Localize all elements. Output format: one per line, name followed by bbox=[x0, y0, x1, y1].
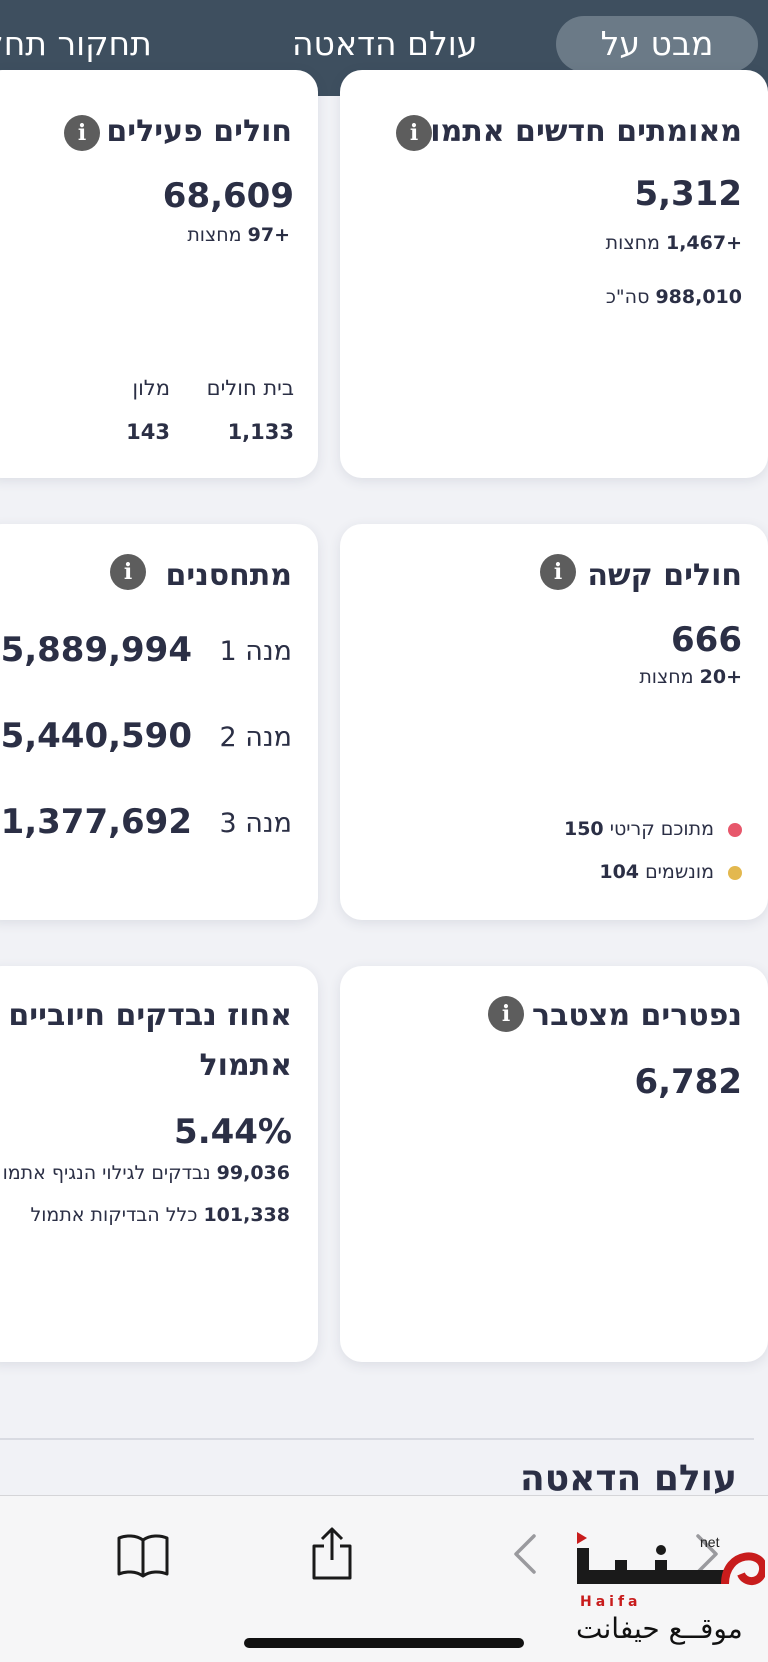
logo-net: net bbox=[700, 1534, 720, 1550]
info-icon[interactable]: i bbox=[540, 554, 576, 590]
back-icon[interactable] bbox=[510, 1532, 538, 1576]
main-value: 5.44% bbox=[174, 1112, 292, 1152]
since-midnight: +20 מחצות bbox=[639, 666, 742, 688]
main-value: 666 bbox=[671, 620, 742, 660]
card-title-line1: אחוז נבדקים חיוביים bbox=[8, 998, 292, 1033]
card-title: נפטרים מצטבר bbox=[532, 998, 742, 1033]
total-value: 988,010 bbox=[655, 286, 742, 308]
book-icon[interactable] bbox=[116, 1532, 170, 1578]
ventilated-row: מונשמים 104 bbox=[599, 861, 714, 883]
critical-label: מתוכם קריטי bbox=[609, 818, 714, 840]
since-midnight: +97 מחצות bbox=[187, 224, 290, 246]
dose-2-label: מנה 2 bbox=[219, 722, 292, 753]
tested-row: 99,036 נבדקים לגילוי הנגיף אתמו bbox=[3, 1162, 290, 1184]
all-tests-row: 101,338 כלל הבדיקות אתמול bbox=[30, 1204, 290, 1226]
tab-investigation[interactable]: תחקור תחלו bbox=[0, 24, 152, 63]
ventilated-value: 104 bbox=[599, 861, 640, 883]
home-indicator bbox=[244, 1638, 524, 1648]
info-icon[interactable]: i bbox=[396, 115, 432, 151]
hotel-label: מלון bbox=[132, 376, 170, 400]
since-midnight-value: +97 bbox=[247, 224, 290, 246]
card-vaccinated: מתחסנים i מנה 1 5,889,994 מנה 2 5,440,59… bbox=[0, 524, 318, 920]
total: 988,010 סה"כ bbox=[606, 286, 742, 308]
ventilated-dot bbox=[728, 866, 742, 880]
total-label: סה"כ bbox=[605, 286, 650, 308]
since-midnight-value: +1,467 bbox=[665, 232, 742, 254]
main-value: 5,312 bbox=[634, 174, 742, 214]
card-deceased: נפטרים מצטבר i 6,782 bbox=[340, 966, 768, 1362]
main-value: 6,782 bbox=[634, 1062, 742, 1102]
since-midnight: +1,467 מחצות bbox=[606, 232, 742, 254]
hotel-value: 143 bbox=[126, 420, 170, 444]
all-tests-label: כלל הבדיקות אתמול bbox=[30, 1204, 198, 1226]
card-severe: חולים קשה i 666 +20 מחצות מתוכם קריטי 15… bbox=[340, 524, 768, 920]
dose-2-value: 5,440,590 bbox=[0, 716, 192, 756]
since-midnight-value: +20 bbox=[699, 666, 742, 688]
card-positive-rate: אחוז נבדקים חיוביים אתמול 5.44% 99,036 נ… bbox=[0, 966, 318, 1362]
dose-3-value: 1,377,692 bbox=[0, 802, 192, 842]
critical-dot bbox=[728, 823, 742, 837]
since-midnight-label: מחצות bbox=[605, 232, 660, 254]
info-icon[interactable]: i bbox=[64, 115, 100, 151]
tested-label: נבדקים לגילוי הנגיף אתמו bbox=[2, 1162, 211, 1184]
tab-overview[interactable]: מבט על bbox=[556, 16, 758, 72]
section-divider bbox=[0, 1438, 754, 1440]
share-icon[interactable] bbox=[310, 1526, 354, 1582]
info-icon[interactable]: i bbox=[488, 996, 524, 1032]
card-title: מאומתים חדשים אתמול bbox=[412, 114, 742, 149]
tab-data-world[interactable]: עולם הדאטה bbox=[292, 24, 478, 63]
logo-arabic: موقــع حيفانت bbox=[576, 1612, 743, 1645]
haifanet-logo bbox=[577, 1532, 765, 1585]
dose-3-label: מנה 3 bbox=[219, 808, 292, 839]
dose-1-label: מנה 1 bbox=[219, 636, 292, 667]
section-title: עולם הדאטה bbox=[520, 1458, 738, 1499]
main-value: 68,609 bbox=[162, 176, 294, 216]
card-title: מתחסנים bbox=[165, 558, 292, 593]
since-midnight-label: מחצות bbox=[639, 666, 694, 688]
critical-value: 150 bbox=[563, 818, 604, 840]
critical-row: מתוכם קריטי 150 bbox=[564, 818, 714, 840]
card-title: חולים קשה bbox=[587, 558, 742, 593]
hospital-value: 1,133 bbox=[227, 420, 294, 444]
forward-icon[interactable] bbox=[694, 1532, 722, 1576]
card-new-confirmed: מאומתים חדשים אתמול i 5,312 +1,467 מחצות… bbox=[340, 70, 768, 478]
card-title: חולים פעילים bbox=[106, 114, 292, 149]
all-tests-value: 101,338 bbox=[203, 1204, 290, 1226]
card-active-patients: חולים פעילים i 68,609 +97 מחצות בית חולי… bbox=[0, 70, 318, 478]
hospital-label: בית חולים bbox=[206, 376, 294, 400]
ventilated-label: מונשמים bbox=[645, 861, 714, 883]
info-icon[interactable]: i bbox=[110, 554, 146, 590]
tested-value: 99,036 bbox=[216, 1162, 290, 1184]
card-title-line2: אתמול bbox=[199, 1048, 293, 1083]
since-midnight-label: מחצות bbox=[187, 224, 242, 246]
logo-haifa: Haifa bbox=[580, 1594, 642, 1610]
dose-1-value: 5,889,994 bbox=[0, 630, 192, 670]
